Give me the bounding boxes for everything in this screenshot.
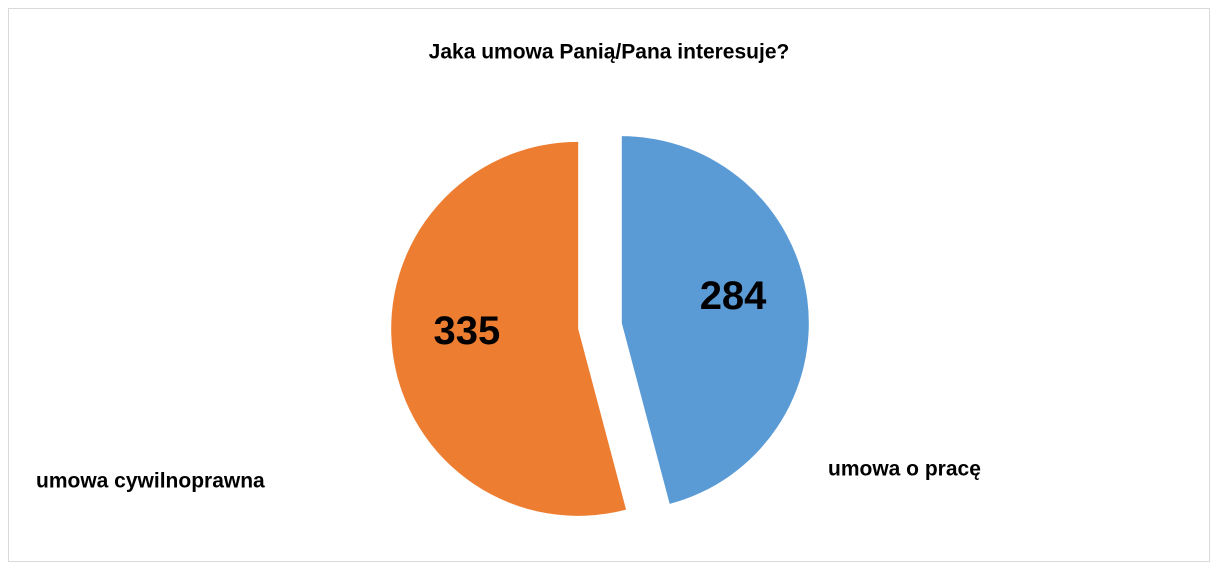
value-label: 284 <box>700 274 767 318</box>
category-label: umowa cywilnoprawna <box>36 470 265 493</box>
value-label: 335 <box>434 309 501 353</box>
pie-slice <box>621 136 809 504</box>
pie-slice <box>391 141 627 516</box>
chart-title: Jaka umowa Panią/Pana interesuje? <box>429 41 790 64</box>
category-label: umowa o pracę <box>828 458 981 481</box>
